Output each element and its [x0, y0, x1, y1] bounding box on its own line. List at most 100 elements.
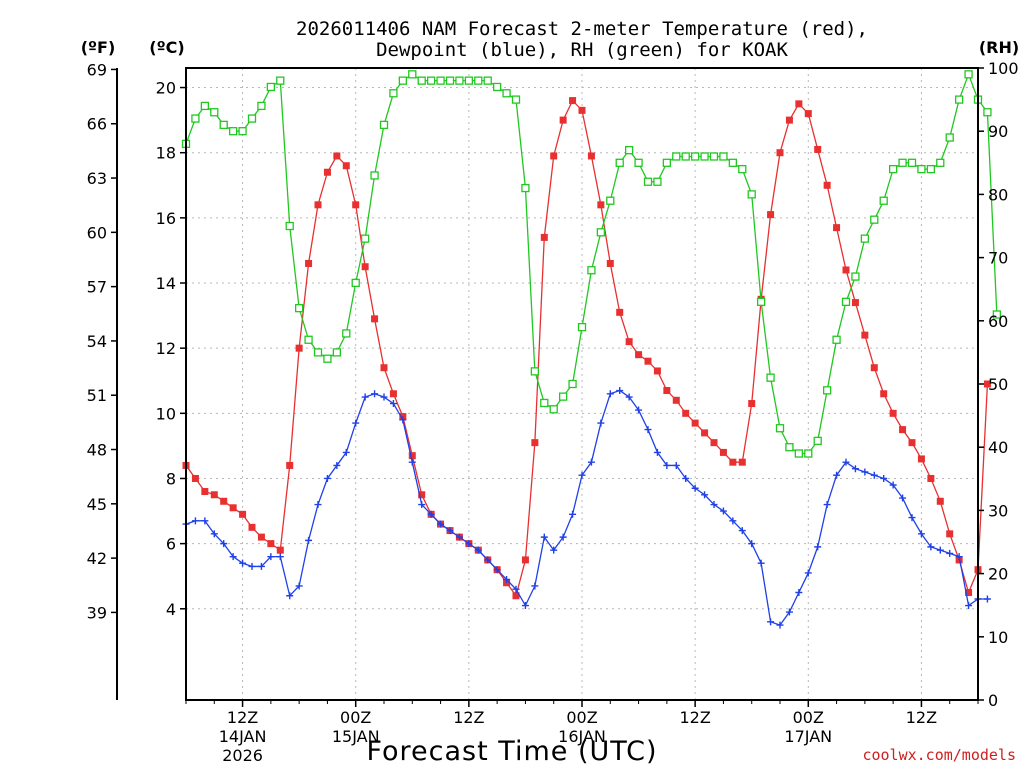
- dewpoint-point: [823, 501, 831, 509]
- temperature-point: [333, 152, 341, 160]
- rh-point: [888, 164, 898, 174]
- rh-point: [294, 304, 304, 313]
- dewpoint-point: [503, 575, 511, 583]
- rh-point: [738, 164, 747, 174]
- rh-point: [832, 335, 841, 344]
- rh-point: [643, 177, 653, 186]
- dewpoint-point: [606, 390, 614, 398]
- time-tick-label: 12Z: [906, 708, 937, 727]
- temperature-point: [559, 116, 567, 124]
- rh-point: [379, 120, 389, 130]
- temperature-point: [842, 266, 850, 274]
- time-tick-year: 2026: [222, 746, 263, 765]
- rh-point: [228, 127, 238, 136]
- temperature-point: [305, 259, 313, 267]
- rh-point: [266, 82, 276, 92]
- temperature-point: [748, 400, 756, 408]
- temperature-point: [625, 338, 633, 346]
- fahrenheit-tick-label: 66: [87, 115, 107, 134]
- rh-point: [719, 152, 728, 161]
- temperature-point: [917, 455, 925, 463]
- rh-point: [596, 228, 606, 237]
- dewpoint-point: [663, 461, 671, 469]
- dewpoint-point: [569, 510, 577, 518]
- dewpoint-point: [880, 474, 888, 482]
- dewpoint-point: [908, 514, 916, 522]
- dewpoint-point: [842, 458, 850, 466]
- fahrenheit-tick-label: 42: [87, 549, 107, 568]
- temperature-point: [606, 259, 614, 267]
- dewpoint-point: [540, 533, 548, 541]
- dewpoint-point: [701, 491, 709, 499]
- temperature-point: [295, 344, 303, 352]
- rh-point: [426, 76, 436, 85]
- temperature-point: [795, 100, 803, 108]
- dewpoint-point: [625, 393, 633, 401]
- x-axis-title: Forecast Time (UTC): [366, 736, 657, 767]
- rh-point: [502, 89, 511, 98]
- rh-tick-label: 70: [988, 249, 1008, 268]
- dewpoint-point: [531, 582, 539, 590]
- temperature-point: [851, 299, 859, 307]
- rh-point: [351, 278, 360, 288]
- temperature-line: [185, 99, 989, 598]
- dewpoint-point: [389, 400, 397, 408]
- rh-point: [285, 221, 294, 231]
- temperature-point: [833, 224, 841, 232]
- dewpoint-point: [201, 517, 209, 525]
- dewpoint-point: [239, 559, 247, 567]
- fahrenheit-unit-label: (ºF): [81, 38, 116, 57]
- time-tick-label: 00Z: [566, 708, 597, 727]
- dewpoint-point: [314, 501, 322, 509]
- dewpoint-point: [512, 585, 520, 593]
- dewpoint-point: [983, 595, 991, 603]
- temperature-point: [616, 308, 624, 316]
- rh-point: [615, 158, 624, 167]
- temperature-point: [418, 491, 426, 499]
- rh-point: [370, 171, 379, 180]
- dewpoint-point: [371, 390, 379, 398]
- dewpoint-point: [635, 406, 643, 414]
- fahrenheit-tick-label: 48: [87, 441, 107, 460]
- time-tick-label: 00Z: [793, 708, 824, 727]
- dewpoint-point: [305, 536, 313, 544]
- temperature-point: [276, 546, 284, 554]
- temperature-point: [663, 387, 671, 395]
- temperature-point: [239, 510, 247, 518]
- rh-point: [936, 158, 945, 167]
- temperature-point: [776, 149, 784, 157]
- dewpoint-point: [748, 540, 756, 548]
- rh-point: [558, 392, 568, 401]
- temperature-point: [389, 390, 397, 398]
- dewpoint-point: [691, 484, 699, 492]
- dewpoint-point: [597, 419, 605, 427]
- temperature-point: [257, 533, 265, 541]
- temperature-point: [701, 429, 709, 437]
- fahrenheit-tick-label: 60: [87, 223, 107, 242]
- dewpoint-point: [870, 471, 878, 479]
- dewpoint-point: [399, 416, 407, 424]
- fahrenheit-axis: 69 66 63 60 57 54 51 48 45 42 39: [87, 60, 117, 622]
- dewpoint-point: [455, 533, 463, 541]
- rh-point: [483, 76, 492, 85]
- rh-point: [436, 76, 445, 85]
- dewpoint-point: [804, 569, 812, 577]
- rh-point: [521, 183, 530, 193]
- rh-unit-label: (RH): [979, 38, 1019, 57]
- temperature-point: [531, 439, 539, 447]
- dewpoint-point: [587, 458, 595, 466]
- dewpoint-point: [474, 546, 482, 554]
- dewpoint-point: [795, 588, 803, 596]
- temperature-point: [352, 201, 360, 209]
- temperature-point: [635, 351, 643, 359]
- series-layer: [181, 70, 1002, 629]
- rh-point: [568, 379, 577, 389]
- temperature-point: [814, 145, 822, 153]
- rh-point: [785, 443, 794, 452]
- time-tick-label: 12Z: [227, 708, 258, 727]
- rh-point: [549, 405, 558, 414]
- dewpoint-point: [927, 543, 935, 551]
- temperature-point: [946, 530, 954, 538]
- rh-series: [181, 70, 1002, 458]
